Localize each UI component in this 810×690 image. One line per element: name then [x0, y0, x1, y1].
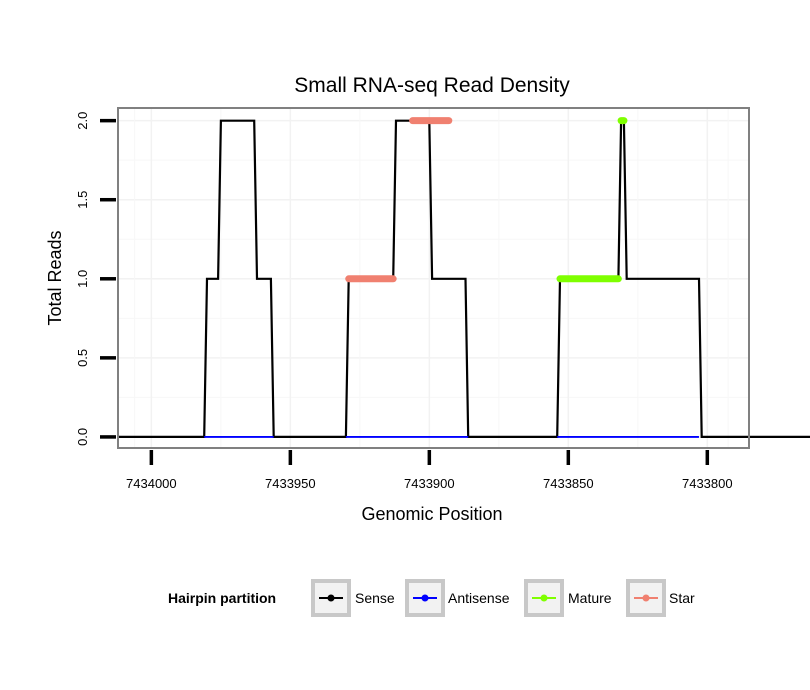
- plot-lines: [118, 117, 810, 438]
- y-tick-label: 1.5: [75, 191, 90, 209]
- legend-key-marker: [327, 594, 335, 602]
- x-tick-label: 7433900: [404, 476, 455, 491]
- legend-label: Sense: [355, 590, 395, 606]
- y-tick-label: 0.5: [75, 349, 90, 367]
- y-axis: 0.0 0.5 1.0 1.5 2.0: [75, 112, 116, 446]
- legend-key-marker: [540, 594, 548, 602]
- x-tick-label: 7433850: [543, 476, 594, 491]
- y-axis-title: Total Reads: [45, 230, 65, 325]
- legend-key-marker: [421, 594, 429, 602]
- legend-label: Star: [669, 590, 695, 606]
- chart-title: Small RNA-seq Read Density: [294, 74, 570, 97]
- x-axis-title: Genomic Position: [361, 504, 502, 524]
- x-axis: 7434000 7433950 7433900 7433850 7433800: [126, 450, 733, 491]
- legend-key-marker: [642, 594, 650, 602]
- x-tick-label: 7433800: [682, 476, 733, 491]
- y-tick-label: 0.0: [75, 428, 90, 446]
- y-tick-label: 2.0: [75, 112, 90, 130]
- legend: Hairpin partition Sense Antisense Mature Sta…: [168, 579, 695, 617]
- panel-border: [117, 107, 750, 449]
- x-tick-label: 7433950: [265, 476, 316, 491]
- legend-label: Antisense: [448, 590, 510, 606]
- legend-label: Mature: [568, 590, 612, 606]
- legend-title: Hairpin partition: [168, 590, 276, 606]
- x-tick-label: 7434000: [126, 476, 177, 491]
- y-tick-label: 1.0: [75, 270, 90, 288]
